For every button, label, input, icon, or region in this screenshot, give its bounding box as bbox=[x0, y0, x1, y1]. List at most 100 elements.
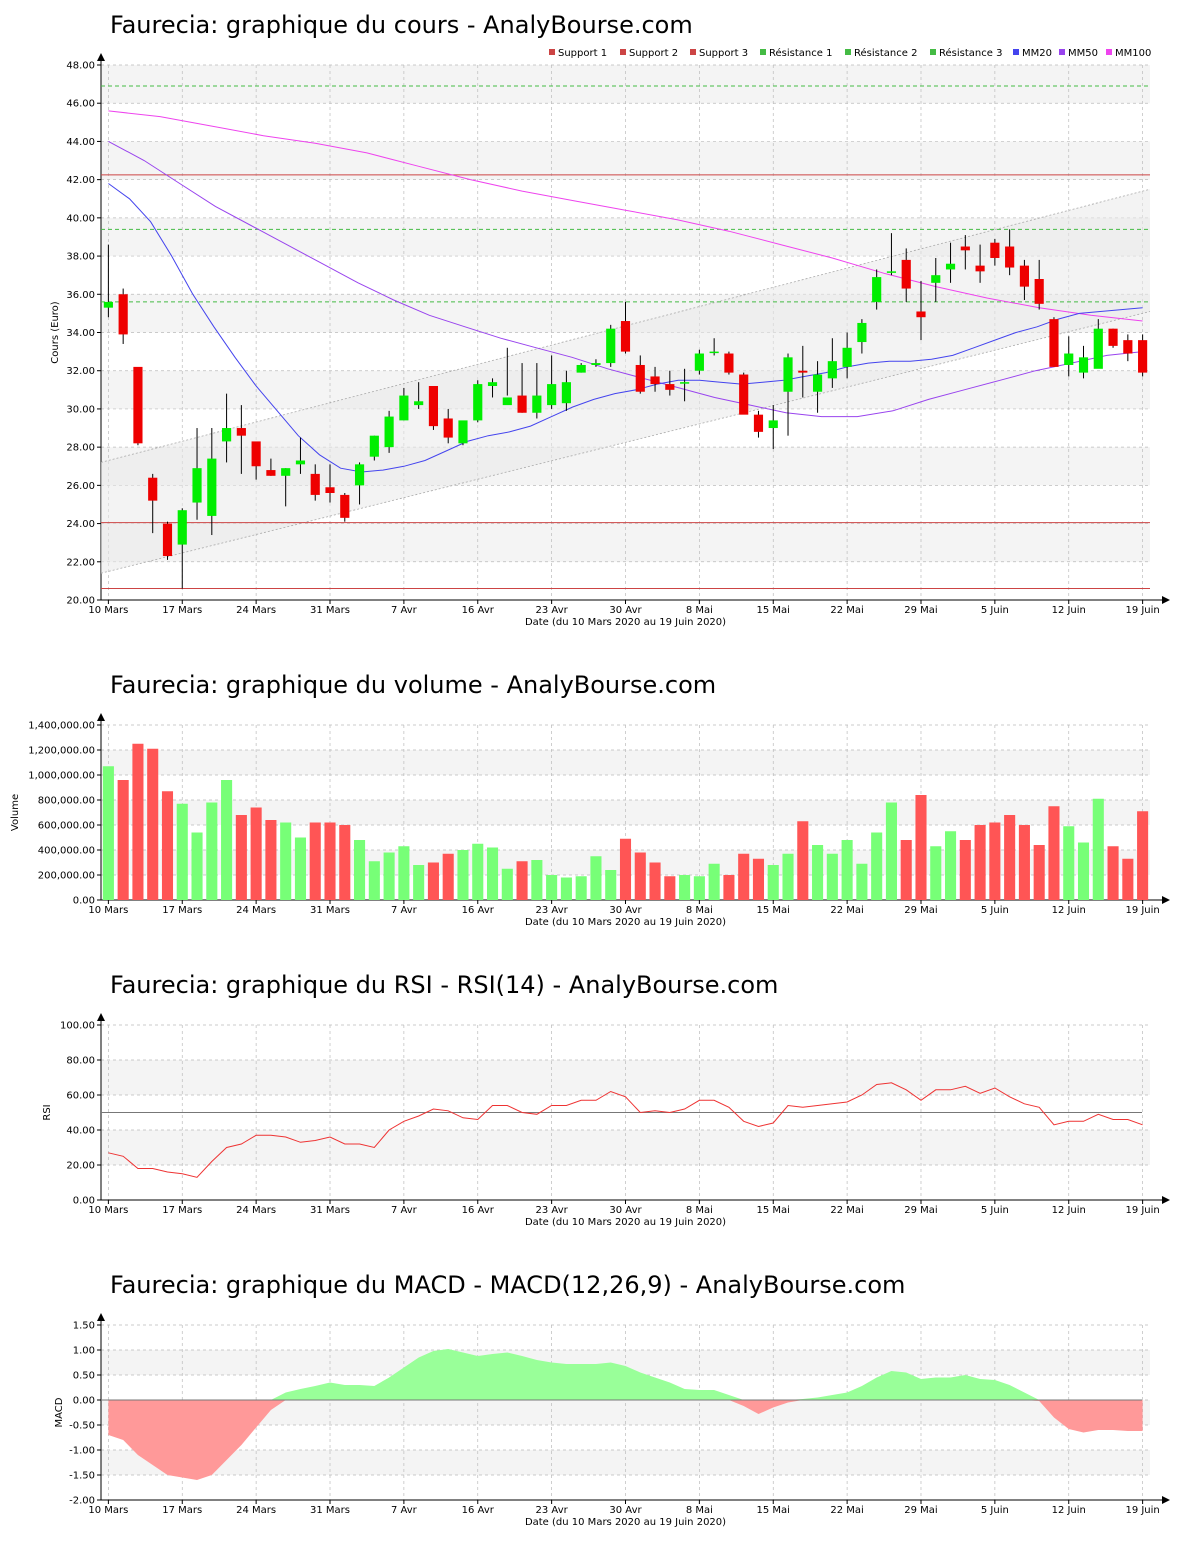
x-tick-label: 7 Avr bbox=[391, 1205, 418, 1216]
y-tick-label: 48.00 bbox=[66, 61, 95, 72]
y-tick-label: 30.00 bbox=[66, 404, 95, 415]
candle-body bbox=[798, 370, 808, 373]
candle-body bbox=[295, 460, 306, 465]
candle-body bbox=[517, 395, 527, 413]
y-axis-label: Volume bbox=[10, 794, 21, 831]
y-tick-label: 800,000.00 bbox=[38, 796, 95, 807]
candle-body bbox=[1138, 340, 1148, 373]
x-tick-label: 7 Avr bbox=[391, 905, 418, 916]
legend-swatch bbox=[620, 49, 626, 55]
candle-body bbox=[561, 382, 571, 404]
bg-band bbox=[101, 1060, 1150, 1095]
y-tick-label: 1,200,000.00 bbox=[28, 746, 95, 757]
candle-body bbox=[931, 275, 941, 283]
candle-body bbox=[1019, 265, 1029, 287]
candle-body bbox=[650, 376, 660, 385]
y-tick-label: 1,000,000.00 bbox=[28, 771, 95, 782]
candle-body bbox=[325, 487, 335, 493]
volume-bar bbox=[383, 852, 395, 900]
candle-body bbox=[428, 386, 439, 427]
legend-label: Résistance 1 bbox=[769, 47, 832, 59]
y-tick-label: 0.50 bbox=[73, 1371, 95, 1382]
x-tick-label: 19 Juin bbox=[1125, 1505, 1159, 1516]
volume-bar bbox=[427, 862, 439, 900]
volume-bar bbox=[501, 868, 513, 900]
x-tick-label: 24 Mars bbox=[236, 905, 276, 916]
x-tick-label: 29 Mai bbox=[904, 1205, 937, 1216]
candle-body bbox=[635, 364, 645, 392]
x-tick-label: 5 Juin bbox=[981, 605, 1009, 616]
volume-bar bbox=[915, 795, 927, 900]
x-tick-label: 12 Juin bbox=[1052, 1205, 1086, 1216]
candle-body bbox=[266, 470, 276, 476]
y-tick-label: 36.00 bbox=[66, 290, 95, 301]
candle-body bbox=[340, 494, 350, 518]
candle-body bbox=[739, 374, 749, 415]
x-tick-label: 12 Juin bbox=[1052, 605, 1086, 616]
y-axis-label: Cours (Euro) bbox=[50, 301, 61, 364]
rsi-chart: Faurecia: graphique du RSI - RSI(14) - A… bbox=[42, 971, 1170, 1228]
volume-bar bbox=[619, 838, 632, 900]
candle-body bbox=[1005, 246, 1015, 268]
x-tick-label: 31 Mars bbox=[310, 1205, 350, 1216]
y-tick-label: 80.00 bbox=[66, 1056, 95, 1067]
legend-label: MM100 bbox=[1115, 48, 1151, 59]
candle-body bbox=[251, 441, 261, 467]
x-tick-label: 10 Mars bbox=[88, 1205, 128, 1216]
volume-bar bbox=[147, 748, 159, 900]
x-tick-label: 31 Mars bbox=[310, 605, 350, 616]
x-tick-label: 10 Mars bbox=[88, 605, 128, 616]
volume-bar bbox=[531, 860, 543, 900]
volume-bar bbox=[1063, 826, 1075, 900]
volume-bar bbox=[782, 853, 794, 900]
candle-body bbox=[753, 414, 764, 432]
y-tick-label: 22.00 bbox=[66, 557, 95, 568]
y-axis-arrow bbox=[97, 713, 105, 721]
x-tick-label: 22 Mai bbox=[830, 1505, 863, 1516]
volume-bar bbox=[752, 858, 765, 900]
y-tick-label: 0.00 bbox=[73, 1396, 95, 1407]
x-tick-label: 17 Mars bbox=[162, 905, 202, 916]
y-tick-label: 0.00 bbox=[73, 896, 95, 907]
candle-body bbox=[473, 384, 483, 421]
macd-chart: Faurecia: graphique du MACD - MACD(12,26… bbox=[54, 1271, 1170, 1528]
mm20-line bbox=[108, 183, 1143, 473]
volume-bar bbox=[605, 870, 617, 900]
volume-bar bbox=[1018, 825, 1030, 900]
volume-bar bbox=[649, 862, 661, 900]
x-tick-label: 24 Mars bbox=[236, 1205, 276, 1216]
volume-bar bbox=[354, 840, 366, 900]
candle-body bbox=[310, 473, 320, 495]
volume-bar bbox=[117, 780, 129, 900]
y-tick-label: 60.00 bbox=[66, 1091, 95, 1102]
candle-body bbox=[207, 458, 217, 516]
x-tick-label: 23 Avr bbox=[536, 605, 569, 616]
volume-bar bbox=[974, 825, 986, 900]
candle-body bbox=[990, 242, 1000, 258]
volume-bar bbox=[1033, 845, 1045, 900]
candle-body bbox=[547, 384, 557, 406]
volume-bar bbox=[472, 843, 484, 900]
y-tick-label: 400,000.00 bbox=[38, 846, 95, 857]
candle-body bbox=[354, 464, 365, 486]
volume-bar bbox=[1107, 846, 1119, 900]
volume-bar bbox=[560, 877, 572, 900]
y-tick-label: 44.00 bbox=[66, 137, 95, 148]
y-axis-arrow bbox=[97, 53, 105, 61]
legend-label: Résistance 3 bbox=[939, 47, 1002, 59]
volume-bar bbox=[738, 853, 750, 900]
volume-bar bbox=[767, 865, 779, 900]
volume-bar bbox=[206, 802, 218, 900]
x-axis-label: Date (du 10 Mars 2020 au 19 Juin 2020) bbox=[525, 917, 726, 928]
candle-body bbox=[384, 416, 394, 448]
y-tick-label: -0.50 bbox=[69, 1421, 95, 1432]
candle-body bbox=[532, 395, 542, 413]
x-axis-label: Date (du 10 Mars 2020 au 19 Juin 2020) bbox=[525, 1517, 726, 1528]
volume-bar bbox=[959, 840, 971, 900]
y-tick-label: 20.00 bbox=[66, 596, 95, 607]
y-tick-label: 40.00 bbox=[66, 1126, 95, 1137]
x-tick-label: 7 Avr bbox=[391, 605, 418, 616]
x-tick-label: 8 Mai bbox=[686, 1205, 713, 1216]
candle-body bbox=[886, 271, 897, 273]
candle-body bbox=[177, 510, 187, 545]
